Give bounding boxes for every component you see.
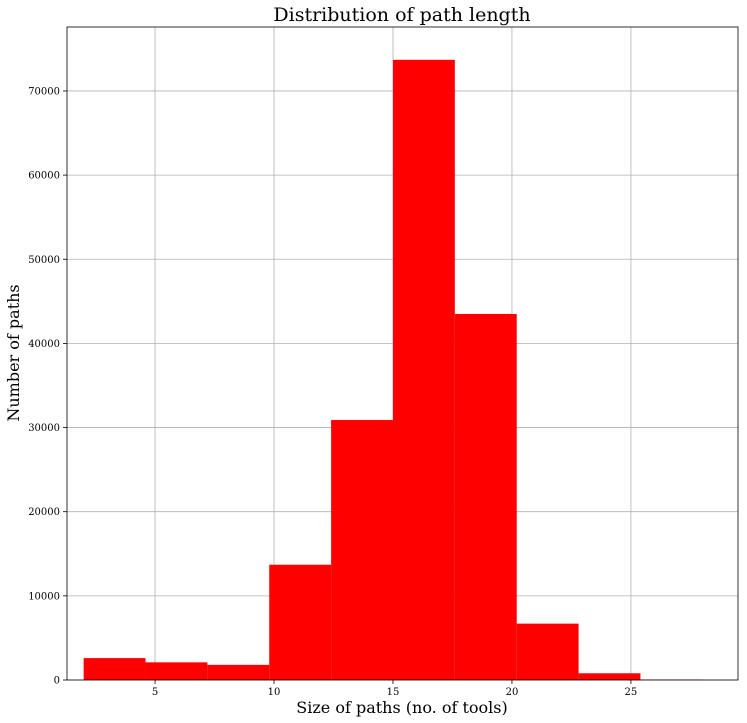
y-tick-label: 70000 — [28, 86, 60, 97]
histogram-bar — [516, 623, 579, 680]
x-tick-label: 20 — [506, 687, 519, 698]
y-axis-label: Number of paths — [4, 284, 23, 421]
x-tick-label: 25 — [625, 687, 638, 698]
y-tick-label: 10000 — [28, 591, 60, 602]
plot-frame — [66, 26, 739, 681]
y-tick-label: 30000 — [28, 423, 60, 434]
y-tick-label: 50000 — [28, 255, 60, 266]
histogram-bar — [578, 673, 641, 680]
x-axis-label: Size of paths (no. of tools) — [296, 698, 508, 717]
histogram-bar — [207, 664, 270, 680]
histogram-bars — [83, 59, 703, 680]
x-tick-label: 10 — [268, 687, 281, 698]
histogram-bar — [454, 313, 517, 680]
y-tick-label: 20000 — [28, 507, 60, 518]
histogram-bar — [392, 59, 455, 680]
histogram-bar — [83, 658, 146, 680]
axis-ticks: 5 10 15 20 25 0 10000 20000 30000 40000 50000 60000… — [28, 86, 637, 698]
histogram-bar — [269, 564, 332, 680]
y-tick-label: 60000 — [28, 171, 60, 182]
y-tick-label: 40000 — [28, 339, 60, 350]
x-tick-label: 5 — [152, 687, 158, 698]
x-tick-label: 15 — [387, 687, 400, 698]
histogram-bar — [145, 662, 208, 680]
y-tick-label: 0 — [54, 676, 60, 687]
chart-title: Distribution of path length — [273, 4, 530, 26]
histogram-bar — [331, 419, 393, 680]
